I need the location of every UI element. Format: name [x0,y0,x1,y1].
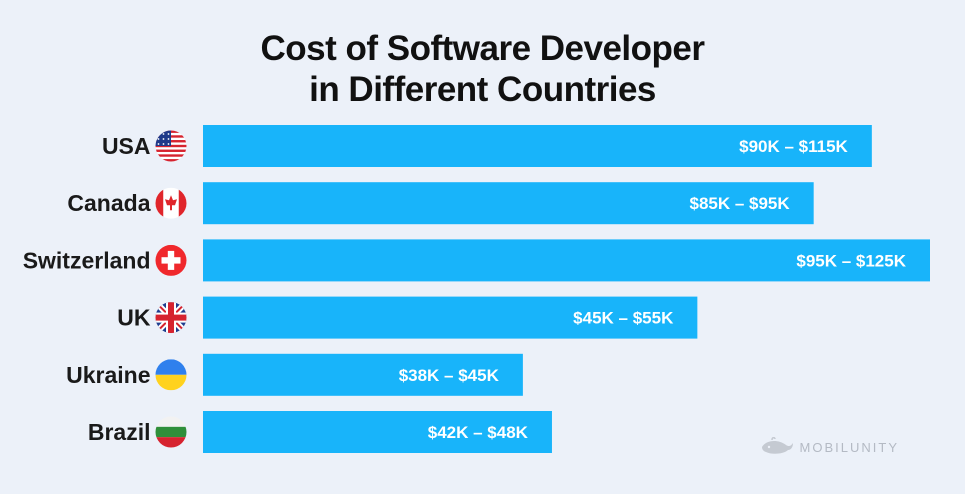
value-label: $42K – $48K [428,423,529,442]
value-label: $95K – $125K [796,251,906,270]
bar-ukraine [203,353,523,396]
chart-title: Cost of Software Developer in Different … [0,28,965,110]
value-label: $85K – $95K [689,194,790,213]
bar-switzerland [203,239,930,282]
chart-title-line-2: in Different Countries [309,70,656,109]
value-label: $90K – $115K [739,137,848,156]
category-label: Canada [67,190,150,216]
category-label: Switzerland [23,247,151,273]
category-label: Ukraine [66,362,150,388]
switzerland-flag-icon [155,244,187,276]
category-label: USA [102,133,151,159]
brazil-flag-icon [155,416,187,448]
brand-watermark: MOBILUNITY [760,437,899,457]
brand-name: MOBILUNITY [799,439,899,455]
ukraine-flag-icon [155,359,187,391]
chart-title-line-1: Cost of Software Developer [260,29,705,68]
bar-brazil [203,411,552,453]
uk-flag-icon [155,302,187,334]
bar-usa [203,125,872,167]
usa-flag-icon [155,130,187,162]
value-label: $45K – $55K [573,309,674,328]
category-label: Brazil [88,419,151,445]
category-label: UK [117,305,151,331]
bar-uk [203,296,698,339]
bar-canada [203,182,814,225]
whale-logo-icon [761,437,793,454]
canada-flag-icon [155,187,187,219]
value-label: $38K – $45K [399,366,500,385]
